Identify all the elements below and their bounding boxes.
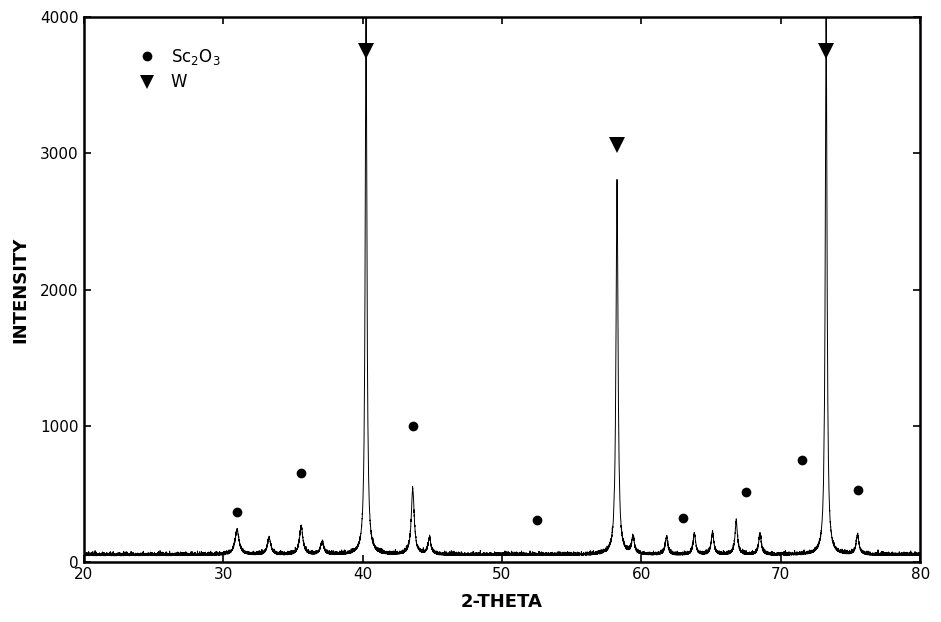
Legend: Sc$_2$O$_3$, W: Sc$_2$O$_3$, W (125, 42, 225, 96)
X-axis label: 2-THETA: 2-THETA (461, 593, 543, 611)
Y-axis label: INTENSITY: INTENSITY (11, 236, 29, 343)
